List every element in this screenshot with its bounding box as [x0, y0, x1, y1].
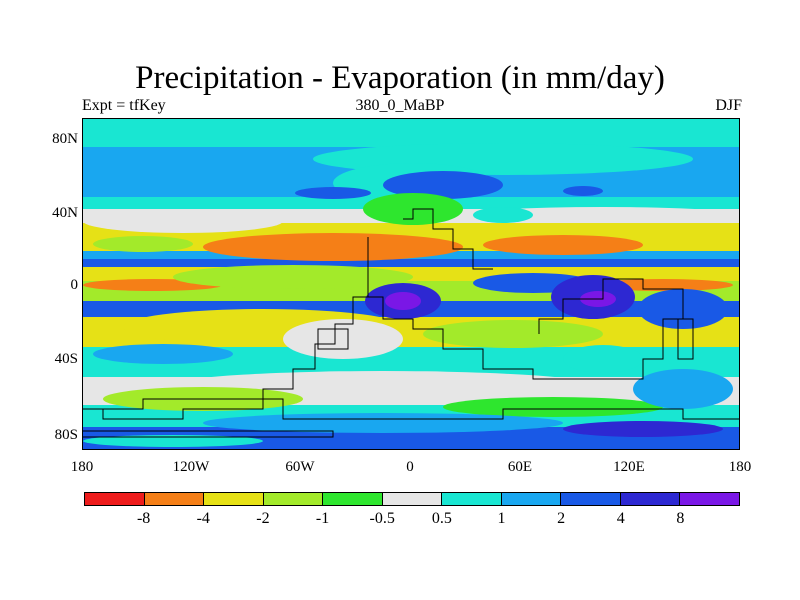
colorbar-box	[680, 493, 740, 505]
colorbar-box	[382, 493, 443, 505]
colorbar-box	[442, 493, 502, 505]
y-tick-label: 0	[70, 277, 79, 293]
colorbar-box	[561, 493, 621, 505]
x-tick-label: 0	[406, 459, 414, 475]
x-tick-label: 120E	[613, 459, 645, 475]
colorbar-label: -1	[315, 510, 330, 527]
colorbar-label: 1	[497, 510, 506, 527]
colorbar-label: -0.5	[369, 510, 395, 527]
colorbar-box	[323, 493, 383, 505]
colorbar-box	[263, 493, 324, 505]
colorbar-box	[501, 493, 562, 505]
colorbar-box	[144, 493, 205, 505]
map-title: Precipitation - Evaporation (in mm/day)	[135, 60, 665, 96]
y-tick-label: 80N	[52, 131, 78, 147]
colorbar-label: 8	[676, 510, 685, 527]
x-tick-label: 120W	[172, 459, 210, 475]
colorbar-box	[204, 493, 264, 505]
colorbar-label: 0.5	[431, 510, 452, 527]
colorbar	[84, 492, 740, 506]
season-label: DJF	[715, 97, 742, 114]
colorbar-label: -2	[256, 510, 270, 527]
x-tick-label: 60W	[285, 459, 315, 475]
colorbar-label: 4	[616, 510, 625, 527]
colorbar-label: -8	[136, 510, 151, 527]
colorbar-label: -4	[196, 510, 210, 527]
x-tick-label: 180	[728, 459, 752, 475]
p-e-field	[83, 119, 739, 449]
x-tick-label: 60E	[507, 459, 533, 475]
time-label: 380_0_MaBP	[355, 97, 445, 114]
y-tick-label: 40S	[54, 351, 78, 367]
x-tick-label: 180	[70, 459, 94, 475]
colorbar-label: 2	[557, 510, 566, 527]
map-plot	[82, 118, 740, 450]
experiment-label: Expt = tfKey	[82, 97, 166, 114]
y-tick-label: 40N	[52, 205, 78, 221]
colorbar-box	[620, 493, 681, 505]
colorbar-box	[85, 493, 145, 505]
y-tick-label: 80S	[54, 427, 78, 443]
